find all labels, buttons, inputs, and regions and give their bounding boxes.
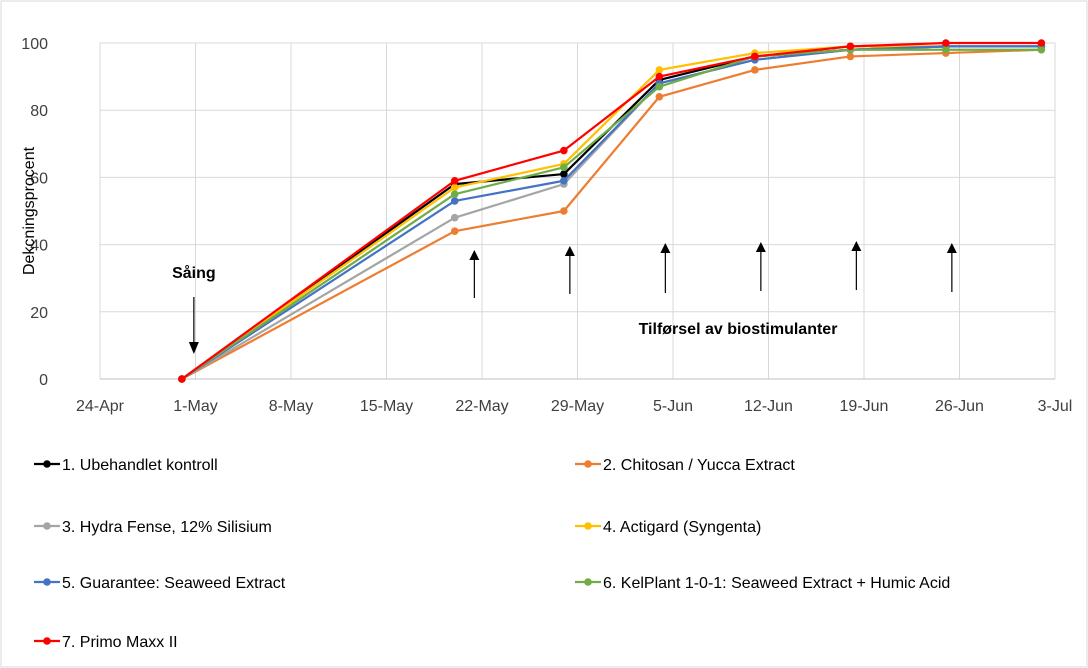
data-point	[560, 163, 568, 172]
y-tick-label: 40	[30, 238, 48, 255]
legend-entry: 1. Ubehandlet kontroll	[34, 457, 218, 474]
data-point	[560, 176, 568, 185]
legend-marker	[43, 637, 51, 645]
legend-marker	[43, 522, 51, 530]
application-label: Tilførsel av biostimulanter	[639, 321, 838, 338]
sowing-label: Såing	[172, 264, 216, 282]
x-tick-label: 5-Jun	[653, 398, 693, 415]
legend-marker	[584, 578, 592, 586]
series-group	[178, 39, 1046, 383]
gridlines	[99, 42, 1056, 379]
application-arrow-head	[469, 250, 480, 260]
application-arrow-head	[851, 241, 862, 251]
data-point	[450, 227, 459, 235]
legend-marker	[43, 460, 51, 468]
x-tick-label: 29-May	[551, 398, 604, 415]
y-tick-label: 80	[30, 103, 48, 120]
x-tick-label: 26-Jun	[935, 398, 984, 415]
legend-label: 2. Chitosan / Yucca Extract	[603, 457, 795, 474]
data-point	[751, 66, 759, 74]
x-tick-label: 22-May	[455, 398, 508, 415]
axes: 24-Apr 1-May 8-May 15-May 22-May 29-May 5-Jun 1…	[21, 36, 1072, 415]
data-point	[1037, 39, 1046, 47]
legend-marker	[43, 578, 51, 586]
y-tick-label: 20	[30, 305, 48, 322]
data-point	[942, 39, 950, 47]
legend-label: 4. Actigard (Syngenta)	[603, 519, 761, 536]
series-lines	[178, 39, 1046, 383]
legend-marker	[584, 460, 592, 468]
y-tick-label: 60	[30, 170, 48, 187]
data-point	[178, 375, 186, 383]
legend-marker	[584, 522, 592, 530]
legend-entry: 3. Hydra Fense, 12% Silisium	[34, 519, 272, 536]
x-tick-label: 15-May	[360, 398, 413, 415]
y-tick-label: 0	[39, 372, 48, 389]
data-point	[942, 45, 950, 54]
legend-label: 5. Guarantee: Seaweed Extract	[62, 575, 286, 592]
x-tick-label: 8-May	[269, 398, 313, 415]
data-point	[450, 190, 459, 198]
application-arrow-head	[660, 243, 671, 253]
legend: 1. Ubehandlet kontroll 2. Chitosan / Yucc…	[34, 457, 950, 651]
legend-entry: 2. Chitosan / Yucca Extract	[575, 457, 795, 474]
legend-entry: 4. Actigard (Syngenta)	[575, 519, 761, 536]
data-point	[450, 176, 459, 185]
legend-label: 6. KelPlant 1-0-1: Seaweed Extract + Hum…	[603, 575, 950, 592]
series-line	[181, 41, 1042, 380]
application-arrow-head	[564, 246, 575, 256]
x-tick-label: 24-Apr	[76, 398, 125, 415]
data-point	[450, 183, 459, 192]
series-line	[181, 48, 1042, 380]
data-point	[655, 82, 664, 91]
x-tick-label: 3-Jul	[1038, 398, 1073, 415]
legend-label: 3. Hydra Fense, 12% Silisium	[62, 519, 272, 536]
x-tick-label: 1-May	[173, 398, 217, 415]
legend-entry: 5. Guarantee: Seaweed Extract	[34, 575, 286, 592]
application-arrow-head	[755, 242, 766, 252]
data-point	[846, 42, 855, 51]
data-point	[655, 66, 664, 74]
legend-entry: 7. Primo Maxx II	[34, 634, 178, 651]
x-tick-label: 19-Jun	[840, 398, 889, 415]
data-point	[655, 92, 664, 101]
data-point	[450, 213, 459, 222]
data-point	[560, 146, 568, 155]
series-line	[181, 48, 1042, 380]
data-point	[1037, 45, 1046, 54]
data-point	[560, 207, 568, 215]
legend-entry: 6. KelPlant 1-0-1: Seaweed Extract + Hum…	[575, 575, 950, 592]
data-point	[751, 52, 759, 61]
annotations: Såing Tilførsel av biostimulanter	[172, 241, 957, 354]
data-point	[846, 52, 855, 61]
application-arrow-head	[946, 243, 957, 253]
y-axis-title: Dekcningsprocent	[21, 146, 38, 275]
x-tick-label: 12-Jun	[744, 398, 793, 415]
y-tick-label: 100	[21, 36, 48, 53]
legend-label: 7. Primo Maxx II	[62, 634, 178, 651]
data-point	[655, 72, 664, 81]
data-point	[560, 170, 568, 178]
legend-label: 1. Ubehandlet kontroll	[62, 457, 218, 474]
data-point	[450, 197, 459, 205]
sowing-arrow-head	[188, 342, 199, 354]
